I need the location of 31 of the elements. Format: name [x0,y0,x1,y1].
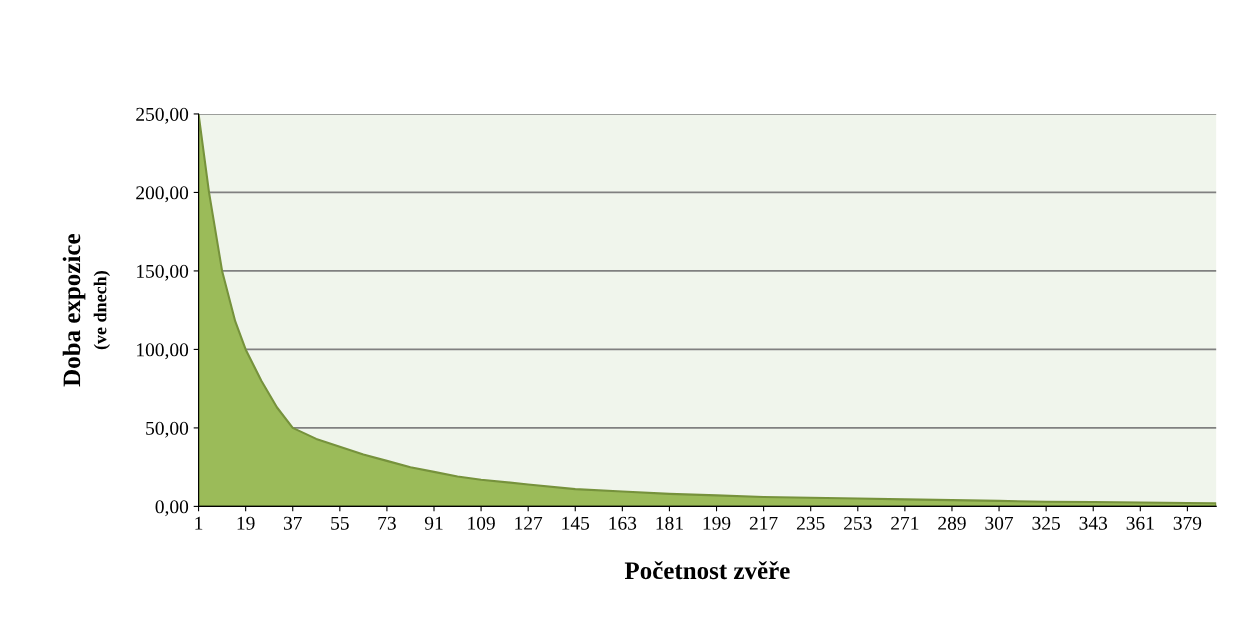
x-tick-label: 55 [331,516,349,530]
y-tick-label: 250,00 [136,107,189,124]
x-tick-label: 109 [468,516,495,530]
x-tick-label: 271 [891,516,919,530]
x-tick-label: 73 [378,516,396,530]
x-tick-label: 1 [195,516,203,530]
y-axis-title: Doba expozice [62,234,86,387]
x-tick-label: 235 [796,516,825,530]
x-tick-label: 19 [237,516,255,530]
x-tick-label: 307 [985,516,1014,530]
x-tick-label: 253 [844,516,872,530]
text: (ve dnech) [93,271,111,350]
x-tick-label: 91 [424,516,443,530]
x-tick-label: 217 [749,516,778,530]
x-tick-label: 199 [703,516,731,530]
x-tick-label: 181 [656,516,683,530]
y-tick-label: 100,00 [137,343,189,360]
x-tick-label: 37 [283,516,302,530]
y-tick-label: 0,00 [155,500,189,517]
x-tick-label: 163 [609,516,637,530]
x-tick-label: 343 [1079,516,1108,530]
x-tick-label: 127 [515,516,543,530]
x-tick-label: 145 [562,516,590,530]
x-tick-label: 289 [938,516,966,530]
x-tick-label: 325 [1032,516,1060,530]
x-tick-label: 379 [1173,516,1202,530]
y-tick-label: 50,00 [146,421,189,438]
x-axis-title: Početnost zvěře [624,561,790,580]
x-tick-label: 361 [1126,516,1154,530]
y-tick-label: 200,00 [136,186,189,203]
y-tick-label: 150,00 [137,264,189,281]
